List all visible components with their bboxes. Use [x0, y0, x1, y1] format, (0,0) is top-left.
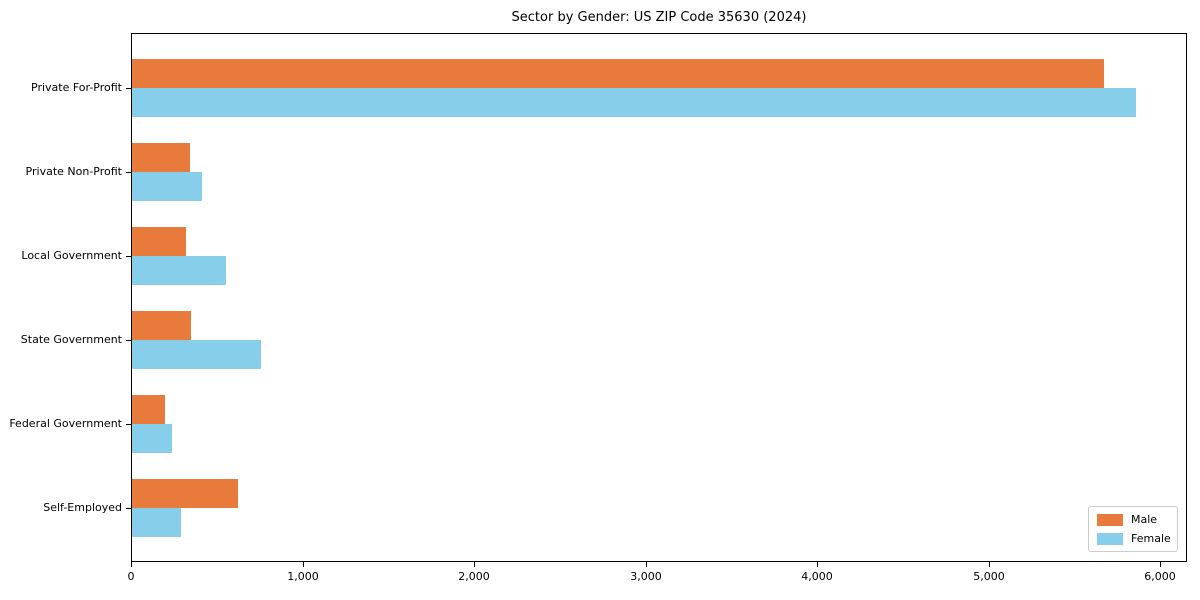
bar-male-private-non-profit — [132, 143, 190, 172]
x-tick-label-5000: 5,000 — [973, 570, 1005, 583]
legend-swatch-male — [1097, 513, 1123, 526]
x-tick-label-2000: 2,000 — [458, 570, 490, 583]
x-tick-mark — [303, 562, 304, 567]
legend-item-female: Female — [1097, 532, 1171, 545]
bar-female-self-employed — [132, 508, 181, 537]
bar-male-self-employed — [132, 479, 238, 508]
legend: Male Female — [1088, 506, 1178, 552]
bar-female-federal-government — [132, 424, 172, 453]
y-tick-label-private-non-profit: Private Non-Profit — [25, 165, 122, 178]
y-tick-label-local-government: Local Government — [21, 249, 122, 262]
y-tick-mark — [126, 508, 131, 509]
y-tick-mark — [126, 340, 131, 341]
x-tick-label-1000: 1,000 — [287, 570, 319, 583]
bar-male-private-for-profit — [132, 59, 1104, 88]
x-tick-mark — [131, 562, 132, 567]
x-tick-mark — [1160, 562, 1161, 567]
y-tick-label-private-for-profit: Private For-Profit — [31, 81, 122, 94]
x-tick-mark — [817, 562, 818, 567]
bar-female-local-government — [132, 256, 226, 285]
y-tick-label-federal-government: Federal Government — [9, 417, 122, 430]
legend-item-male: Male — [1097, 513, 1169, 526]
bar-male-local-government — [132, 227, 186, 256]
legend-label-male: Male — [1131, 513, 1158, 526]
x-tick-label-6000: 6,000 — [1144, 570, 1176, 583]
legend-swatch-female — [1097, 532, 1123, 545]
bar-female-private-non-profit — [132, 172, 202, 201]
bar-male-federal-government — [132, 395, 165, 424]
plot-area — [131, 33, 1187, 562]
x-tick-mark — [474, 562, 475, 567]
x-tick-label-4000: 4,000 — [801, 570, 833, 583]
y-tick-mark — [126, 256, 131, 257]
y-tick-mark — [126, 172, 131, 173]
bar-female-state-government — [132, 340, 261, 369]
x-tick-label-0: 0 — [127, 570, 135, 583]
y-tick-label-state-government: State Government — [20, 333, 122, 346]
y-tick-mark — [126, 88, 131, 89]
legend-label-female: Female — [1131, 532, 1171, 545]
x-tick-label-3000: 3,000 — [630, 570, 662, 583]
chart-title: Sector by Gender: US ZIP Code 35630 (202… — [511, 10, 807, 25]
y-tick-mark — [126, 424, 131, 425]
x-tick-mark — [646, 562, 647, 567]
bar-female-private-for-profit — [132, 88, 1136, 117]
x-tick-mark — [989, 562, 990, 567]
y-tick-label-self-employed: Self-Employed — [43, 501, 122, 514]
bar-male-state-government — [132, 311, 191, 340]
